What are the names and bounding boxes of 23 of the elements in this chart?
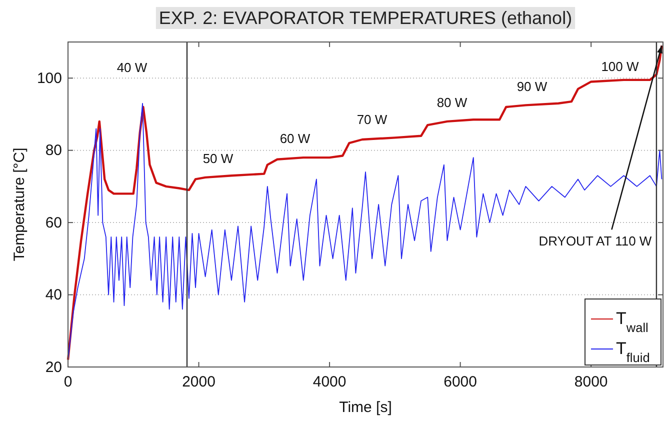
x-tick-label: 2000 [182, 374, 216, 390]
annotation: 100 W [601, 59, 640, 74]
legend-label: T$_{fluid}$ [616, 339, 650, 364]
x-axis-title: Time [s] [339, 399, 392, 416]
annotation: 50 W [202, 151, 234, 166]
x-tick-label: 0 [64, 374, 72, 390]
y-tick-label: 40 [45, 286, 62, 304]
annotation: 90 W [516, 79, 548, 94]
legend-label: T$_{wall}$ [616, 309, 648, 334]
annotation: DRYOUT AT 110 W [538, 234, 652, 249]
y-tick-label: 60 [45, 214, 62, 232]
y-tick-label: 20 [45, 358, 62, 376]
annotation: 40 W [116, 60, 148, 75]
y-axis-title: Temperature [°C] [11, 148, 28, 262]
y-tick-label: 80 [45, 142, 62, 160]
x-tick-label: 4000 [312, 374, 346, 390]
x-tick-label: 8000 [574, 374, 608, 390]
y-tick-label: 100 [36, 70, 62, 87]
x-tick-label: 6000 [444, 374, 477, 390]
annotation: 60 W [280, 131, 311, 146]
annotation: 80 W [436, 95, 468, 110]
line-series [66, 44, 663, 361]
annotation: 70 W [356, 112, 388, 127]
